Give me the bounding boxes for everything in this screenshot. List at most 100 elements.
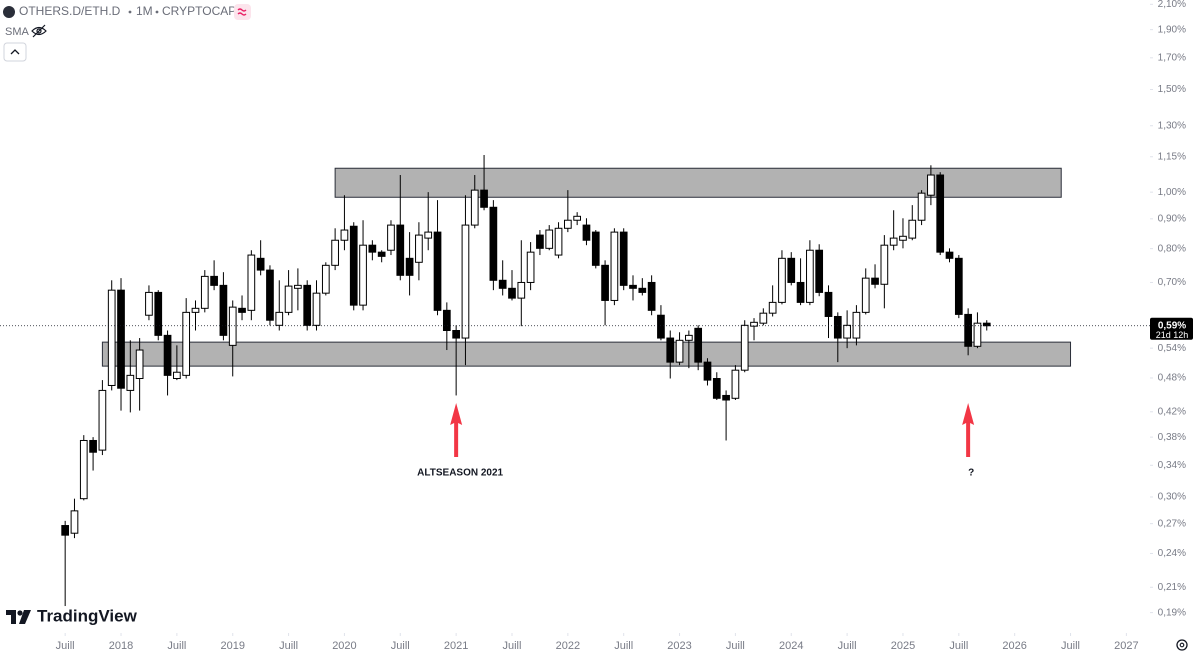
candle-body: [117, 289, 125, 389]
candle-body: [731, 369, 740, 399]
candle-body: [452, 330, 460, 339]
candle-body: [405, 257, 414, 276]
collapse-button[interactable]: [3, 42, 27, 62]
y-tick-label: 0,80%: [1158, 243, 1186, 254]
candle-body: [675, 339, 684, 363]
candle-body: [685, 334, 693, 341]
annotation: ?: [968, 468, 974, 479]
candle-body: [228, 306, 237, 346]
candle-body: [936, 174, 945, 253]
x-tick-label: Juill: [949, 640, 968, 652]
candle-body: [182, 311, 191, 376]
candle-body: [750, 321, 758, 327]
candle-body: [247, 254, 256, 311]
candle-body: [740, 324, 749, 371]
indicator[interactable]: SMA: [5, 26, 30, 38]
candle-body: [889, 237, 898, 246]
candle-body: [126, 374, 135, 391]
candle-body: [917, 192, 926, 221]
candle-body: [843, 324, 851, 339]
candle-body: [340, 229, 349, 241]
x-tick-label: 2022: [556, 640, 580, 652]
candle-body: [601, 264, 609, 301]
logo: TradingView: [37, 606, 138, 625]
candle-body: [833, 315, 842, 339]
candle-body: [871, 277, 879, 285]
y-tick-label: 1,30%: [1158, 120, 1186, 131]
symbol: OTHERS.D/ETH.D: [19, 4, 121, 18]
candle-body: [377, 251, 386, 257]
countdown: 21d 12h: [1156, 330, 1189, 340]
candle-body: [107, 289, 116, 386]
y-tick-label: 0,30%: [1158, 492, 1186, 503]
candle-body: [526, 251, 535, 283]
y-tick-label: 0,70%: [1158, 277, 1186, 288]
x-tick-label: Juill: [1061, 640, 1080, 652]
x-tick-label: Juill: [167, 640, 186, 652]
candle-body: [238, 307, 246, 313]
x-tick-label: Juill: [726, 640, 745, 652]
x-tick-label: 2018: [109, 640, 133, 652]
candle-body: [200, 275, 209, 309]
y-tick-label: 1,50%: [1158, 84, 1186, 95]
candle-body: [927, 174, 935, 196]
candle-body: [266, 269, 274, 321]
exchange: CRYPTOCAP: [162, 4, 236, 18]
candle-body: [536, 234, 544, 249]
settings[interactable]: [1176, 639, 1188, 651]
candle-body: [191, 307, 200, 313]
candle-body: [489, 206, 498, 281]
x-tick-label: 2020: [332, 640, 356, 652]
candle-body: [815, 249, 824, 293]
y-tick-label: 0,19%: [1158, 607, 1186, 618]
x-tick-label: Juill: [56, 640, 75, 652]
candle-body: [349, 225, 358, 306]
candle-body: [461, 224, 470, 339]
candle-body: [210, 275, 218, 286]
candle-body: [563, 219, 572, 229]
y-tick-label: 0,48%: [1158, 373, 1186, 384]
candle-body: [294, 284, 302, 289]
visibility-toggle[interactable]: [31, 24, 47, 38]
candle-body: [964, 313, 972, 347]
candle-body: [982, 322, 991, 327]
zone: [101, 341, 1072, 367]
candle-body: [98, 389, 107, 451]
y-tick-label: 1,90%: [1158, 24, 1186, 35]
candle-body: [154, 291, 163, 336]
candle-body: [480, 189, 488, 208]
x-tick-label: 2025: [891, 640, 915, 652]
y-tick-label: 0,34%: [1158, 460, 1186, 471]
candle-body: [89, 439, 97, 453]
x-tick-label: Juill: [503, 640, 522, 652]
candle-body: [945, 251, 954, 259]
x-tick-label: Juill: [391, 640, 410, 652]
x-tick-label: Juill: [614, 640, 633, 652]
candle-body: [163, 334, 172, 376]
candle-body: [638, 287, 647, 293]
y-tick-label: 0,90%: [1158, 213, 1186, 224]
y-tick-label: 0,54%: [1158, 343, 1186, 354]
candles: [61, 155, 991, 607]
candle-body: [591, 231, 600, 266]
separator: [155, 10, 159, 14]
candle-body: [861, 277, 870, 313]
candle-body: [498, 279, 507, 289]
candle-body: [852, 311, 861, 339]
y-tick-label: 1,15%: [1158, 151, 1186, 162]
interval: 1M: [136, 4, 153, 18]
candle-body: [321, 264, 330, 294]
candle-body: [973, 322, 982, 347]
candle-body: [508, 287, 516, 299]
candle-body: [666, 337, 675, 363]
badge[interactable]: [234, 4, 251, 20]
candle-body: [824, 291, 833, 317]
candle-body: [694, 327, 703, 363]
candle-body: [275, 311, 284, 326]
y-tick-label: 0,27%: [1158, 518, 1186, 529]
candle-body: [61, 525, 70, 536]
candle-body: [442, 309, 451, 332]
x-tick-label: 2027: [1114, 640, 1138, 652]
candle-body: [517, 281, 526, 299]
